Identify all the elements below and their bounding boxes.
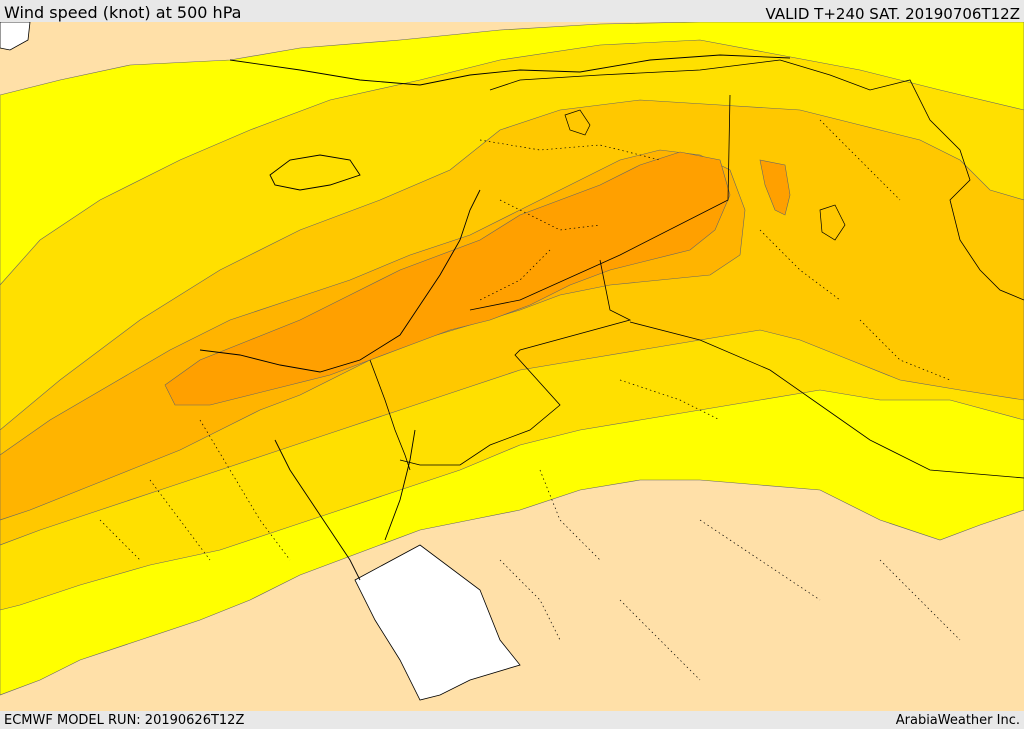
coastline-turkey: [229, 54, 791, 86]
map-footer: ECMWF MODEL RUN: 20190626T12Z ArabiaWeat…: [0, 711, 1024, 729]
sea-aegean-area: [0, 22, 31, 51]
border-jordan-saudi: [399, 259, 632, 466]
weather-map: [0, 22, 1024, 711]
coastline-cyprus: [269, 154, 361, 191]
band-max-wind-east: [759, 159, 791, 216]
lake-assad: [564, 109, 591, 136]
sea-red-sea: [354, 544, 521, 701]
band-max-wind: [164, 151, 731, 406]
border-saudi-iraq: [629, 321, 1024, 479]
credit-label: ArabiaWeather Inc.: [895, 713, 1020, 728]
border-iran-iraq: [779, 59, 1024, 301]
border-iraq-syria: [469, 59, 781, 311]
valid-time-label: VALID T+240 SAT. 20190706T12Z: [765, 5, 1020, 23]
model-run-label: ECMWF MODEL RUN: 20190626T12Z: [4, 713, 245, 728]
lake-tharthar: [819, 204, 846, 241]
map-title: Wind speed (knot) at 500 hPa: [4, 3, 242, 22]
province-borders: [99, 119, 961, 681]
coastline-egypt-sinai: [274, 429, 416, 581]
border-egypt-israel: [369, 359, 411, 471]
wind-speed-map-svg: [0, 22, 1024, 711]
map-header: Wind speed (knot) at 500 hPa VALID T+240…: [0, 0, 1024, 23]
coastline-levant: [199, 189, 481, 373]
